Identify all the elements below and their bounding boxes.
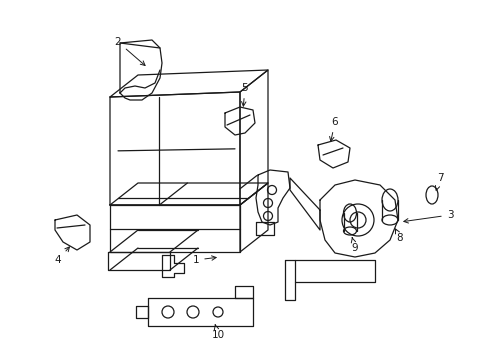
- Text: 8: 8: [395, 229, 403, 243]
- Text: 9: 9: [350, 238, 358, 253]
- Text: 3: 3: [403, 210, 452, 223]
- Text: 5: 5: [241, 83, 248, 106]
- Text: 10: 10: [211, 324, 224, 340]
- Text: 6: 6: [329, 117, 338, 141]
- Text: 2: 2: [115, 37, 145, 66]
- Text: 4: 4: [55, 247, 69, 265]
- Text: 7: 7: [434, 173, 443, 190]
- Text: 1: 1: [192, 255, 216, 265]
